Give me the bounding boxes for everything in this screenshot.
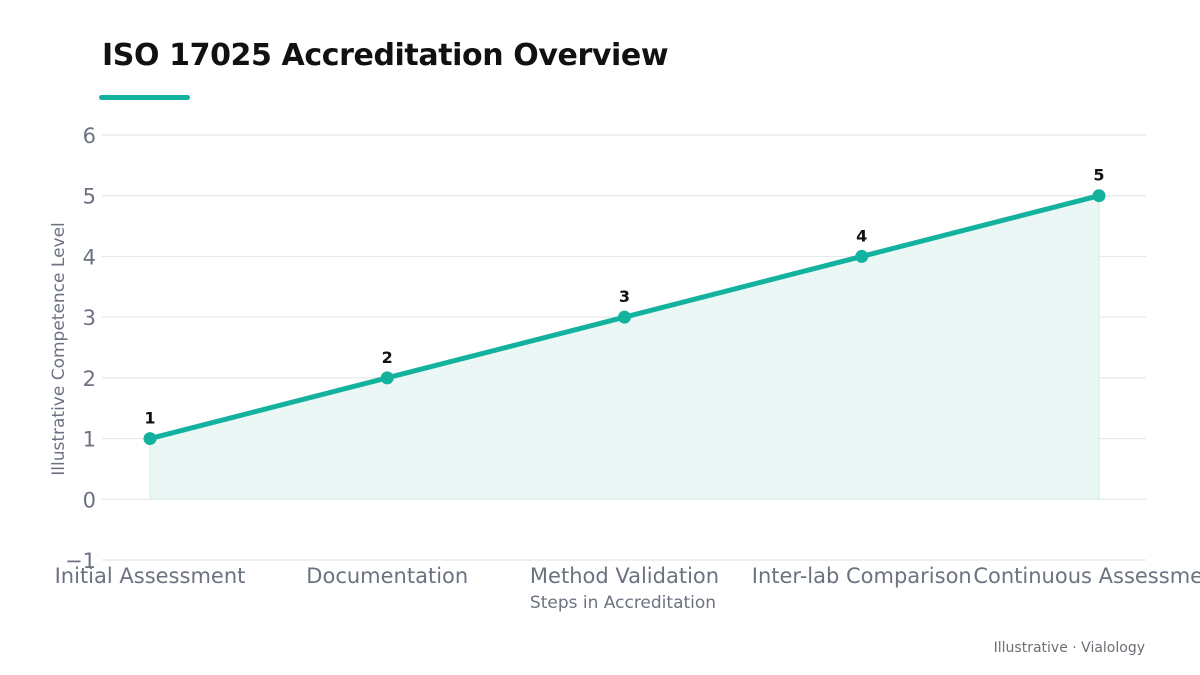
x-tick-label: Initial Assessment	[55, 564, 246, 588]
data-point	[1092, 189, 1106, 203]
x-axis-title: Steps in Accreditation	[530, 593, 716, 613]
data-label: 2	[382, 348, 393, 367]
data-point	[618, 310, 631, 324]
data-label: 4	[856, 226, 867, 245]
data-point	[855, 249, 869, 263]
footer-credit: Illustrative · Vialology	[993, 640, 1145, 656]
data-label: 1	[144, 409, 155, 428]
data-label: 3	[619, 287, 630, 306]
y-tick-label: 0	[83, 488, 96, 512]
data-label: 5	[1093, 166, 1104, 185]
area-layer	[149, 195, 1100, 500]
y-tick-label: 3	[83, 306, 96, 330]
y-tick-labels: −1 0 1 2 3 4 5 6	[65, 124, 96, 573]
data-point	[143, 432, 157, 446]
y-tick-label: 6	[83, 124, 96, 148]
y-tick-label: 1	[83, 428, 96, 452]
y-tick-label: 4	[83, 245, 96, 269]
y-axis-title: Illustrative Competence Level	[49, 222, 69, 476]
page-title: ISO 17025 Accreditation Overview	[102, 38, 669, 73]
series-area	[149, 195, 1100, 500]
y-tick-label: 5	[83, 185, 96, 209]
points-layer	[143, 189, 1106, 446]
x-tick-label: Continuous Assessment	[973, 564, 1200, 588]
x-tick-labels: Initial Assessment Documentation Method Va…	[55, 564, 1200, 588]
y-tick-label: 2	[83, 367, 96, 391]
x-tick-label: Documentation	[306, 564, 468, 588]
x-tick-label: Inter-lab Comparison	[752, 564, 972, 588]
data-point	[380, 371, 394, 385]
title-underline	[99, 95, 190, 100]
x-tick-label: Method Validation	[530, 564, 719, 588]
data-labels-layer: 1 2 3 4 5	[144, 166, 1104, 428]
y-tick-label: −1	[65, 549, 96, 573]
